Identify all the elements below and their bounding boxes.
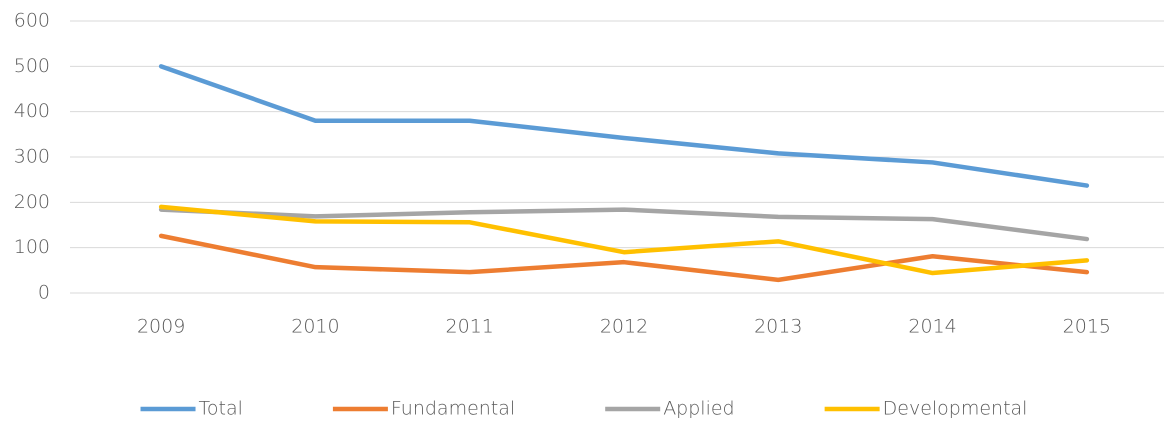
legend-label: Applied bbox=[663, 398, 734, 420]
x-tick-label: 2012 bbox=[600, 316, 648, 338]
x-tick-label: 2013 bbox=[754, 316, 802, 338]
y-tick-label: 400 bbox=[14, 100, 50, 122]
y-tick-label: 500 bbox=[14, 55, 50, 77]
series-line bbox=[158, 204, 1090, 276]
series-line bbox=[158, 207, 1090, 242]
x-tick-label: 2015 bbox=[1063, 316, 1111, 338]
y-tick-label: 0 bbox=[38, 282, 50, 304]
legend-label: Fundamental bbox=[391, 398, 515, 420]
y-tick-label: 200 bbox=[14, 191, 50, 213]
x-tick-label: 2014 bbox=[908, 316, 956, 338]
series-line bbox=[158, 64, 1090, 188]
x-tick-label: 2011 bbox=[446, 316, 494, 338]
legend-label: Total bbox=[199, 398, 243, 420]
y-tick-label: 600 bbox=[14, 10, 50, 32]
x-tick-label: 2009 bbox=[137, 316, 185, 338]
y-tick-label: 100 bbox=[14, 236, 50, 258]
x-tick-label: 2010 bbox=[291, 316, 339, 338]
legend-label: Developmental bbox=[883, 398, 1028, 420]
y-tick-label: 300 bbox=[14, 146, 50, 168]
series-line bbox=[158, 233, 1090, 283]
